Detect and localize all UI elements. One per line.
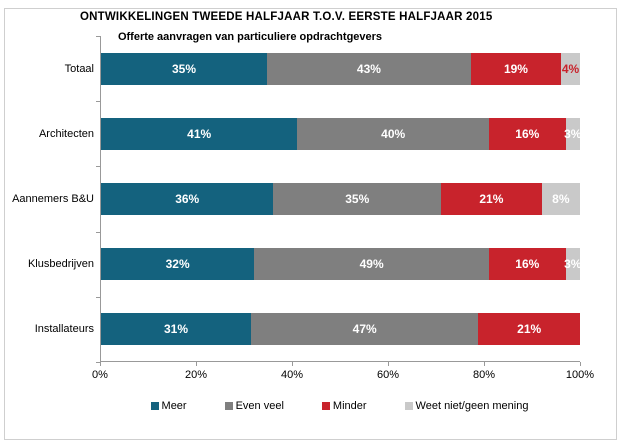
segment-weet-niet-geen-mening: 3% [564,117,582,150]
segment-even-veel: 40% [297,117,489,150]
x-axis-tick [100,362,101,366]
legend-swatch-weet-niet-geen-mening [404,402,413,410]
x-axis-tick-label: 0% [92,369,108,381]
category-label-totaal: Totaal [64,62,94,75]
data-label: 4% [561,61,580,76]
legend-label: Even veel [235,400,284,412]
stacked-bar: 31% 47% 21% [101,312,580,345]
data-label: 16% [515,256,540,271]
data-label: 31% [163,321,188,336]
data-label: 43% [356,61,381,76]
legend-swatch-minder [321,402,330,410]
legend: Meer Even veel Minder Weet niet/geen mening [4,400,617,412]
legend-item-meer: Meer [150,400,187,412]
category-label-klusbedrijven: Klusbedrijven [27,258,94,271]
x-axis-tick-label: 60% [376,369,400,381]
data-label: 40% [381,126,406,141]
bar-row-klusbedrijven: 32% 49% 16% 3% [101,231,582,296]
segment-meer: 36% [101,182,274,215]
legend-label: Minder [332,400,367,412]
x-axis-tick [196,362,197,366]
x-axis-tick [292,362,293,366]
y-axis-tick [96,231,100,233]
x-axis-tick [388,362,389,366]
data-label: 49% [359,256,384,271]
segment-meer: 31% [101,312,251,345]
x-axis-tick-label: 100% [565,369,595,381]
segment-weet-niet-geen-mening: 3% [564,247,582,280]
plot-area: 35% 43% 19% 4% 41% 40% 16% 3% 36% 35% 21% 8% 32% 49% 1… [100,36,582,362]
segment-minder: 16% [488,247,566,280]
stacked-bar: 41% 40% 16% 3% [101,117,582,150]
data-label: 21% [517,321,542,336]
data-label: 41% [187,126,212,141]
stacked-bar: 36% 35% 21% 8% [101,182,580,215]
legend-item-even-veel: Even veel [224,400,284,412]
data-label: 21% [479,191,504,206]
segment-minder: 16% [488,117,566,150]
stacked-bar: 35% 43% 19% 4% [101,52,580,85]
category-label-aannemers-b-u: Aannemers B&U [12,193,94,205]
bar-row-installateurs: 31% 47% 21% [101,296,580,361]
legend-item-minder: Minder [321,400,367,412]
y-axis-tick [96,362,100,363]
chart-title: ONTWIKKELINGEN TWEEDE HALFJAAR T.O.V. EE… [80,11,493,23]
legend-swatch-even-veel [224,402,233,410]
data-label: 35% [171,61,196,76]
stacked-bar: 32% 49% 16% 3% [101,247,582,280]
segment-minder: 21% [441,182,542,215]
segment-even-veel: 47% [250,312,479,345]
segment-minder: 19% [470,52,561,85]
y-axis-tick [96,166,100,168]
data-label: 8% [552,191,570,206]
segment-meer: 41% [101,117,298,150]
segment-meer: 35% [101,52,267,85]
bar-row-aannemers-b-u: 36% 35% 21% 8% [101,166,580,231]
x-axis-tick-label: 80% [472,369,496,381]
legend-item-weet-niet-geen-mening: Weet niet/geen mening [404,400,529,412]
segment-weet-niet-geen-mening: 4% [561,52,580,85]
legend-label: Weet niet/geen mening [415,400,529,412]
bar-row-totaal: 35% 43% 19% 4% [101,36,580,101]
data-label: 3% [564,126,582,141]
segment-even-veel: 49% [254,247,489,280]
data-label: 3% [564,256,582,271]
segment-even-veel: 43% [266,52,471,85]
category-label-installateurs: Installateurs [34,323,94,336]
data-label: 16% [515,126,540,141]
x-axis-tick-label: 40% [280,369,304,381]
data-label: 47% [352,321,377,336]
bar-row-architecten: 41% 40% 16% 3% [101,101,582,166]
data-label: 35% [345,191,370,206]
y-axis-tick [96,296,100,298]
segment-meer: 32% [101,247,255,280]
data-label: 36% [175,191,200,206]
x-axis-tick [484,362,485,366]
legend-swatch-meer [150,402,159,410]
y-axis-tick [96,101,100,103]
y-axis-tick [96,36,100,37]
category-label-architecten: Architecten [38,127,94,140]
data-label: 19% [503,61,528,76]
x-axis-tick-label: 20% [184,369,208,381]
legend-label: Meer [161,400,187,412]
x-axis-tick [580,362,581,366]
segment-weet-niet-geen-mening: 8% [541,182,580,215]
chart-subtitle: Offerte aanvragen van particuliere opdra… [117,31,383,43]
data-label: 32% [165,256,190,271]
segment-even-veel: 35% [273,182,442,215]
segment-minder: 21% [478,312,580,345]
